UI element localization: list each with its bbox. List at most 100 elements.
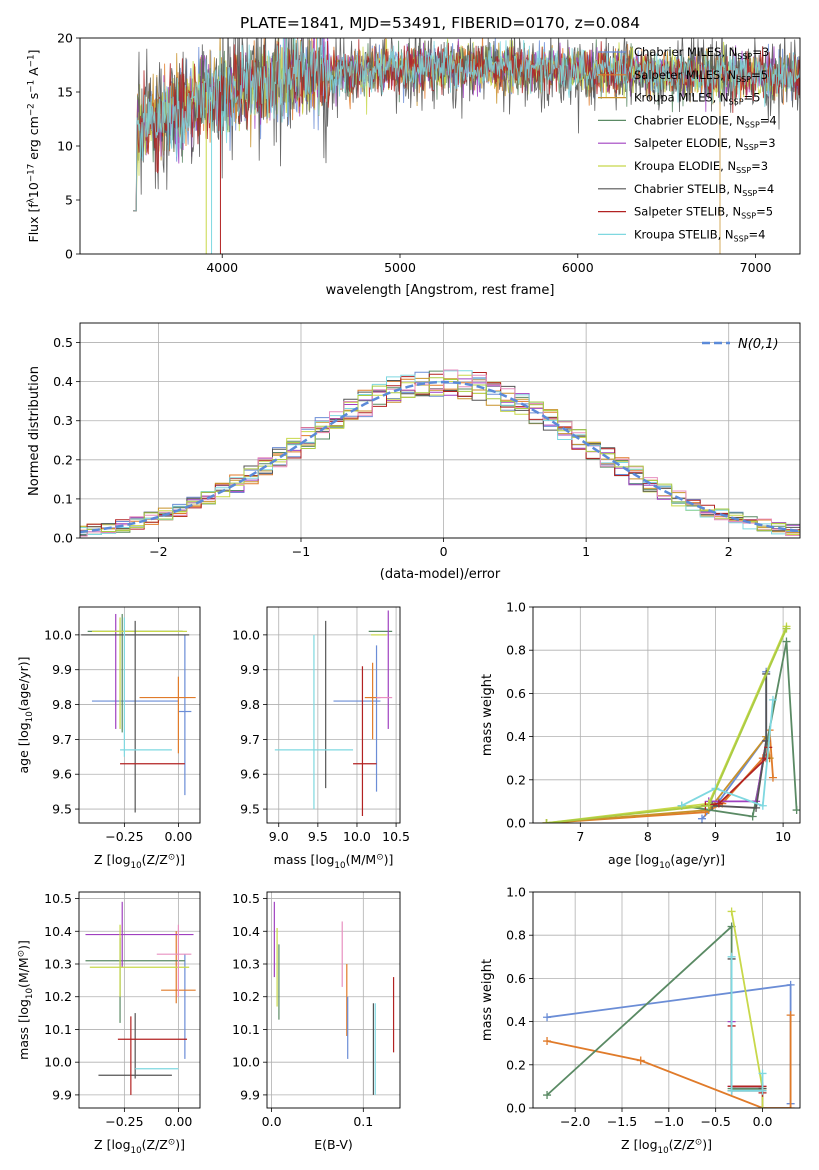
y-tick-label: 9.8 (240, 697, 260, 712)
y-tick-label: 9.5 (52, 802, 72, 817)
mass-weight-line (546, 626, 788, 823)
y-tick-label: 9.9 (240, 662, 260, 677)
age-vs-Z-xlabel: Z [log10(Z/Z⊙)] (94, 852, 185, 871)
y-tick-label: 0.2 (506, 772, 526, 787)
massweight-vs-age-xlabel: age [log10(age/yr)] (608, 852, 725, 871)
spectrum-line (133, 38, 800, 212)
x-tick-label: 0 (440, 544, 448, 559)
age-vs-mass-errorbars (274, 610, 393, 817)
y-tick-label: 9.9 (240, 1087, 260, 1102)
y-tick-label: 0.2 (53, 452, 73, 467)
spectrum-legend: Chabrier MILES, NSSP=3 Salpeter MILES, NS… (598, 45, 777, 243)
mass-weight-marker (636, 1056, 645, 1065)
y-tick-label: 0.4 (53, 374, 73, 389)
mass-weight-line (546, 628, 788, 823)
x-tick-label: −1 (292, 544, 310, 559)
y-tick-label: 0.8 (506, 928, 526, 943)
x-tick-label: 2 (725, 544, 733, 559)
mass-weight-marker (782, 637, 791, 646)
x-tick-label: 0.0 (753, 1114, 773, 1129)
y-tick-label: 0 (65, 247, 73, 262)
x-tick-label: 8 (644, 829, 652, 844)
mass-vs-EBV-errorbars (273, 901, 395, 1095)
massweight-vs-Z-ylabel: mass weight (480, 959, 495, 1041)
x-tick-label: −1.5 (607, 1114, 637, 1129)
legend-label: N(0,1) (738, 337, 779, 352)
mass-weight-marker (758, 801, 767, 810)
x-tick-label: 0.00 (164, 829, 192, 844)
mass-weight-line (730, 956, 764, 1092)
y-tick-label: 20 (57, 31, 73, 46)
y-tick-label: 0.6 (506, 686, 526, 701)
legend-label: Salpeter STELIB, NSSP=5 (634, 205, 773, 221)
mass-weight-line (730, 911, 764, 1108)
x-tick-label: 7000 (740, 260, 772, 275)
y-tick-label: 0.3 (53, 413, 73, 428)
mass-weight-marker (542, 819, 551, 823)
y-tick-label: 0.0 (53, 531, 73, 546)
x-tick-label: −1.0 (654, 1114, 684, 1129)
y-tick-label: 0.8 (506, 643, 526, 658)
mass-weight-marker (752, 803, 761, 812)
y-tick-label: 0.1 (53, 491, 73, 506)
legend-label: Kroupa STELIB, NSSP=4 (634, 227, 765, 243)
spectrum-frame (79, 37, 801, 255)
y-tick-label: 10 (57, 139, 73, 154)
y-tick-label: 10.1 (44, 1022, 72, 1037)
x-tick-label: −0.25 (105, 829, 143, 844)
mass-vs-Z-xlabel: Z [log10(Z/Z⊙)] (94, 1137, 185, 1156)
y-tick-label: 9.7 (52, 732, 72, 747)
x-tick-label: 10.0 (343, 829, 371, 844)
figure-title: PLATE=1841, MJD=53491, FIBERID=0170, z=0… (240, 14, 640, 32)
mass-weight-marker (727, 952, 736, 961)
y-tick-label: 10.2 (232, 989, 260, 1004)
spectrum-lines (133, 38, 800, 254)
x-tick-label: 5000 (384, 260, 416, 275)
mass-weight-marker (758, 1086, 767, 1095)
y-tick-label: 5 (65, 193, 73, 208)
legend-label: Chabrier MILES, NSSP=3 (634, 45, 769, 61)
y-tick-label: 10.4 (44, 924, 72, 939)
y-tick-label: 0.5 (53, 335, 73, 350)
x-tick-label: 7 (576, 829, 584, 844)
y-tick-label: 15 (57, 85, 73, 100)
y-tick-label: 10.0 (232, 1055, 260, 1070)
mass-weight-marker (727, 907, 736, 916)
mass-weight-marker (714, 799, 723, 808)
y-tick-label: 9.5 (240, 802, 260, 817)
residual-histograms (80, 369, 800, 538)
y-tick-label: 10.0 (232, 627, 260, 642)
y-tick-label: 10.2 (44, 989, 72, 1004)
mass-weight-marker (543, 1037, 552, 1046)
legend-label: Kroupa ELODIE, NSSP=3 (634, 159, 768, 175)
age-vs-Z-ylabel: age [log10(age/yr)] (16, 656, 35, 773)
y-tick-label: 0.0 (506, 1101, 526, 1116)
mass-weight-marker (786, 1011, 795, 1020)
age-vs-mass-frame (266, 606, 401, 824)
legend-label: Chabrier ELODIE, NSSP=4 (634, 113, 777, 129)
mass-weight-marker (748, 812, 757, 821)
spectrum-line (133, 38, 800, 212)
massweight-vs-age-frame (532, 606, 801, 824)
y-tick-label: 10.3 (44, 957, 72, 972)
massweight-vs-age-lines (542, 622, 800, 823)
x-tick-label: 1 (582, 544, 590, 559)
x-tick-label: −0.25 (105, 1114, 143, 1129)
mass-vs-Z-axes: −0.25 0.00 9.9 10.0 10.1 10.2 10.3 10.4 10.5 (44, 891, 200, 1129)
mass-weight-marker (543, 1091, 552, 1100)
mass-weight-marker (758, 1104, 767, 1108)
residuals-ylabel: Normed distribution (27, 366, 42, 496)
age-vs-Z-errorbars (81, 613, 196, 813)
y-tick-label: 0.4 (506, 729, 526, 744)
y-tick-label: 9.8 (52, 697, 72, 712)
massweight-vs-Z-lines (543, 907, 795, 1108)
age-vs-mass-xlabel: mass [log10(M/M⊙)] (274, 852, 394, 871)
x-tick-label: 0.1 (353, 1114, 373, 1129)
mass-weight-line (546, 1015, 792, 1108)
x-tick-label: −2 (149, 544, 167, 559)
y-tick-label: 10.1 (232, 1022, 260, 1037)
y-tick-label: 0.6 (506, 971, 526, 986)
mass-weight-marker (782, 624, 791, 633)
normal-reference-curve (80, 380, 800, 534)
